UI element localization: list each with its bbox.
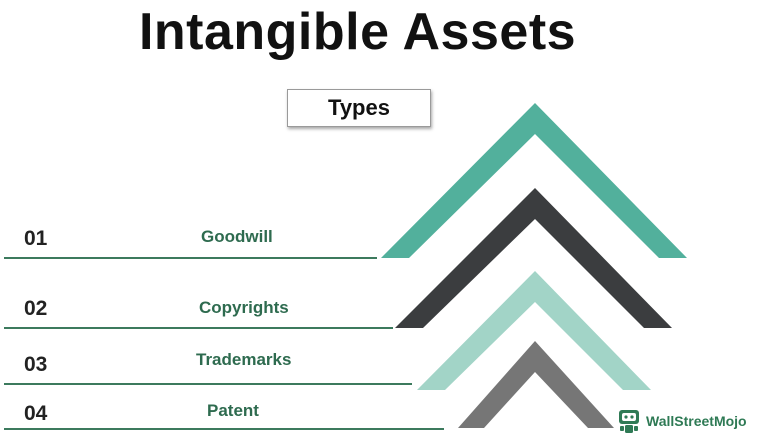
item-number: 04 bbox=[24, 402, 48, 425]
chevron-patent bbox=[458, 341, 614, 428]
item-label: Trademarks bbox=[196, 350, 292, 369]
page-title: Intangible Assets bbox=[138, 3, 577, 61]
types-box: Types bbox=[287, 89, 431, 127]
chevron-copyrights bbox=[395, 188, 672, 328]
watermark-logo: WallStreetMojo bbox=[616, 408, 747, 434]
item-number: 02 bbox=[24, 297, 48, 320]
item-label: Copyrights bbox=[199, 298, 289, 317]
watermark-text: WallStreetMojo bbox=[646, 413, 747, 429]
wallstreetmojo-logo-icon bbox=[619, 410, 639, 433]
divider bbox=[4, 257, 377, 259]
item-number: 01 bbox=[24, 227, 48, 250]
chevron-goodwill bbox=[381, 103, 687, 258]
item-number: 03 bbox=[24, 353, 48, 376]
divider bbox=[4, 383, 412, 385]
divider bbox=[4, 428, 444, 430]
chevron-trademarks bbox=[417, 271, 651, 390]
divider bbox=[4, 327, 393, 329]
types-label: Types bbox=[328, 95, 390, 120]
item-label: Goodwill bbox=[201, 227, 273, 246]
item-label: Patent bbox=[207, 401, 259, 420]
